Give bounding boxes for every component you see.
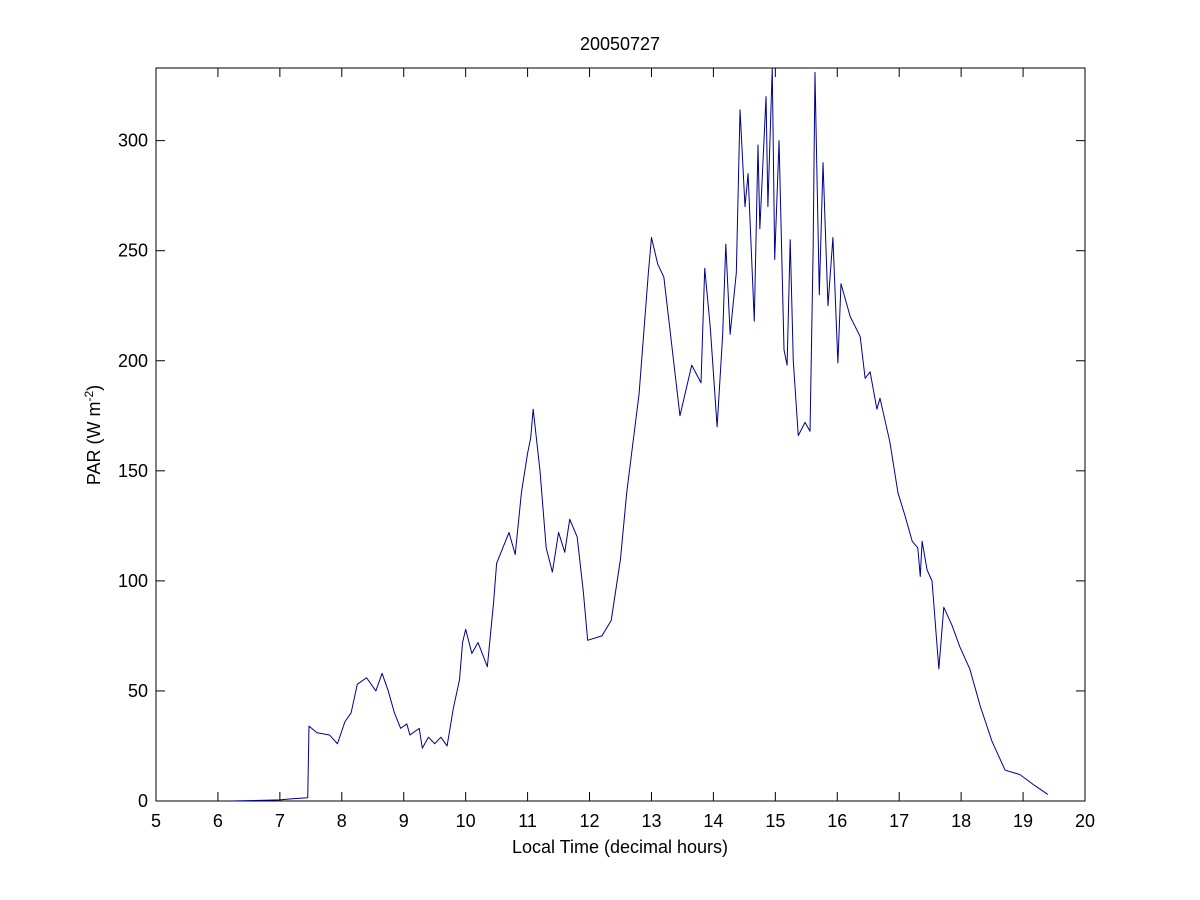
x-tick-label: 15 xyxy=(765,811,785,831)
x-tick-label: 16 xyxy=(827,811,847,831)
x-tick-label: 9 xyxy=(399,811,409,831)
chart-title: 20050727 xyxy=(580,34,660,54)
x-tick-label: 10 xyxy=(456,811,476,831)
x-tick-label: 5 xyxy=(151,811,161,831)
y-tick-label: 300 xyxy=(118,131,148,151)
y-axis-label-text: PAR (W m xyxy=(84,402,104,486)
y-tick-label: 100 xyxy=(118,571,148,591)
y-tick-label: 250 xyxy=(118,241,148,261)
data-line xyxy=(230,67,1049,802)
x-tick-label: 6 xyxy=(213,811,223,831)
x-tick-label: 20 xyxy=(1075,811,1095,831)
x-tick-label: 12 xyxy=(580,811,600,831)
x-tick-label: 19 xyxy=(1013,811,1033,831)
x-tick-label: 7 xyxy=(275,811,285,831)
x-tick-label: 18 xyxy=(951,811,971,831)
y-axis-label-superscript: -2 xyxy=(82,391,96,402)
y-axis-label: PAR (W m-2) xyxy=(82,385,104,485)
x-tick-label: 13 xyxy=(641,811,661,831)
x-tick-label: 14 xyxy=(703,811,723,831)
x-tick-label: 17 xyxy=(889,811,909,831)
y-tick-label: 200 xyxy=(118,351,148,371)
x-axis-label: Local Time (decimal hours) xyxy=(512,837,728,857)
y-axis-label-suffix: ) xyxy=(84,385,104,391)
y-tick-label: 50 xyxy=(128,681,148,701)
x-tick-label: 8 xyxy=(337,811,347,831)
plot-area xyxy=(155,67,1086,802)
y-tick-label: 0 xyxy=(138,791,148,811)
y-tick-label: 150 xyxy=(118,461,148,481)
x-tick-label: 11 xyxy=(518,811,537,831)
